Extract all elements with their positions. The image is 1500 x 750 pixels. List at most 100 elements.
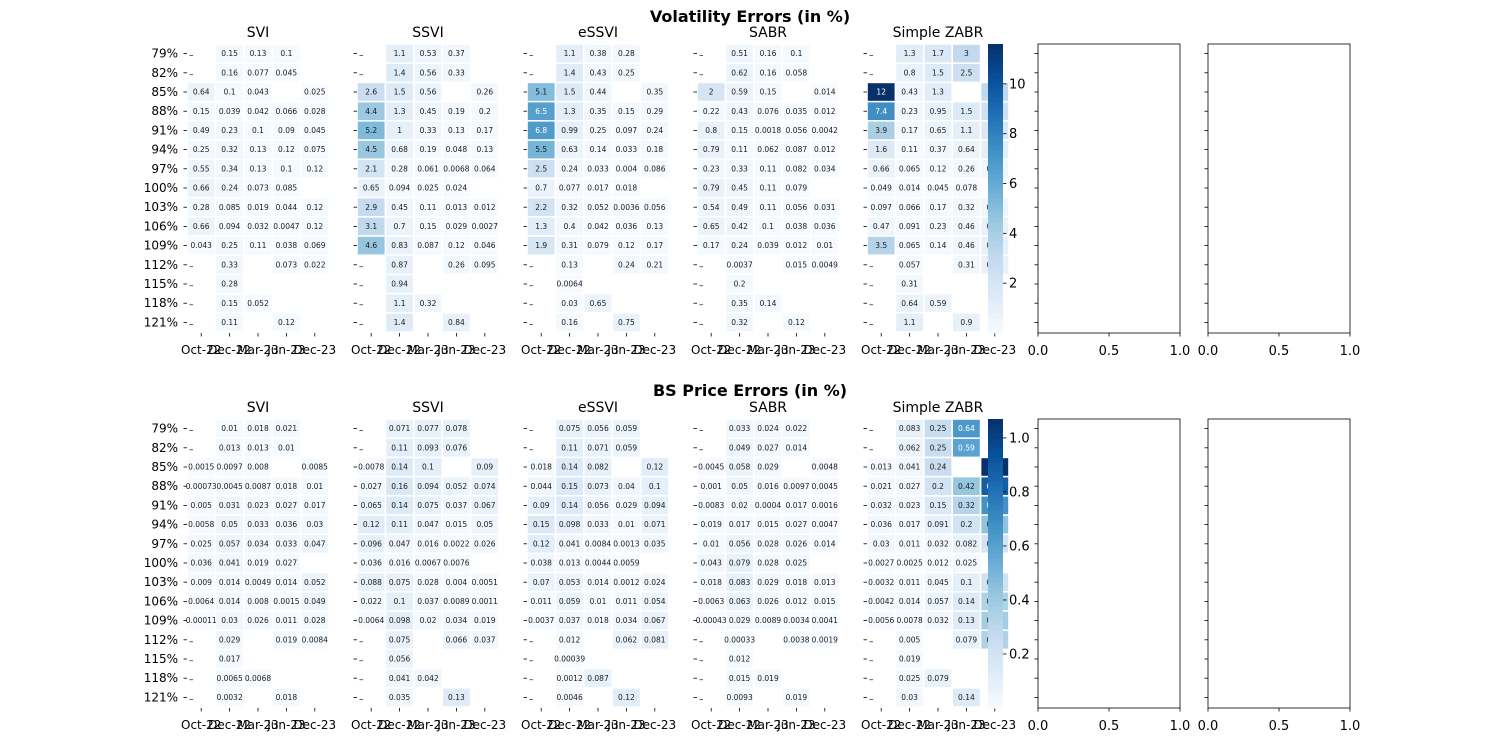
chart-2-panel-1-cell-label: 0.01 [221, 424, 238, 433]
chart-1-colorbar-band [988, 255, 1003, 262]
chart-2-panel-3-cell-label: 0.082 [587, 463, 609, 472]
chart-1-panel-4-cell [726, 121, 753, 140]
chart-2-panel-2-x-tick-label: Dec-23 [463, 718, 506, 732]
chart-1-panel-3-cell [613, 121, 640, 140]
chart-1-panel-4-cell [783, 256, 810, 274]
chart-1-panel-1-cell [244, 140, 272, 159]
chart-1-panel-5-cell [953, 256, 980, 274]
chart-1-panel-3-cell [641, 140, 669, 159]
chart-1-panel-4-cell-label: 0.0042 [812, 126, 838, 135]
chart-2-panel-5-cell-label: 0.32 [958, 501, 975, 510]
chart-1-panel-1-cell [216, 275, 243, 293]
chart-1-panel-4-cell-label: 0.11 [760, 203, 777, 212]
chart-1-panel-3-cell-label: 0.12 [618, 241, 635, 250]
chart-2-panel-5-cell [867, 535, 895, 553]
chart-1-panel-2-cell [414, 44, 442, 63]
chart-1-panel-1-cell [244, 236, 272, 255]
chart-2-panel-1-cell [216, 669, 243, 687]
chart-1-empty-axes-1-x-tick-label: 0.0 [1028, 344, 1049, 359]
chart-1-panel-3-cell [584, 217, 612, 236]
chart-2-panel-4-cell [754, 611, 782, 630]
chart-1-panel-2-cell [357, 236, 385, 255]
chart-2-panel-1-cell-label: 0.01 [306, 482, 323, 491]
chart-2-panel-4-cell [783, 477, 810, 495]
chart-1-panel-4-cell [726, 179, 753, 197]
chart-2-panel-2-cell-label: 0.027 [360, 482, 382, 491]
chart-1-panel-2-cell-label: 0.094 [389, 184, 411, 193]
chart-2-title: BS Price Errors (in %) [653, 381, 847, 400]
chart-1-colorbar-band [988, 294, 1003, 300]
chart-2-panel-5-cell [867, 458, 895, 476]
chart-2-panel-4-cell-label: 0.029 [757, 578, 779, 587]
chart-1-panel-4-cell-label: 2 [709, 88, 714, 97]
chart-1-panel-4-x-tick-label: Jun-23 [776, 343, 815, 357]
chart-2-panel-1-cell [301, 515, 329, 534]
chart-2-panel-2-cell [443, 611, 470, 630]
chart-1-panel-5-cell [896, 83, 923, 101]
chart-2-panel-4-cell-label: 0.0019 [812, 635, 838, 644]
chart-1-panel-3-cell-label: 0.017 [587, 184, 609, 193]
chart-2-panel-1-cell [244, 515, 272, 534]
chart-1-panel-5-cell-label: 0.47 [873, 222, 890, 231]
chart-2-colorbar-label: 0.4 [1009, 593, 1030, 608]
chart-2-panel-4-cell-label: 0.016 [757, 482, 779, 491]
chart-1-panel-5-x-tick-label: Dec-23 [973, 343, 1016, 357]
chart-2-panel-4-cell-label: 0.015 [814, 597, 836, 606]
chart-1-panel-5-cell [896, 102, 923, 120]
chart-1-panel-4-cell-label: 0.0018 [755, 126, 781, 135]
chart-2-panel-1-cell-label: 0.052 [304, 578, 326, 587]
chart-1-panel-1-cell [273, 121, 300, 140]
chart-1-panel-1-cell-label: 0.13 [250, 145, 267, 154]
chart-2-panel-2-cell-label: 0.14 [391, 463, 408, 472]
chart-1-panel-5-missing-mark: – [869, 300, 874, 310]
chart-1-panel-4-cell-label: 0.038 [786, 222, 808, 231]
chart-2-panel-3-cell [613, 611, 640, 630]
chart-1-empty-axes-1 [1037, 43, 1181, 334]
chart-1-panel-3-missing-mark: – [529, 51, 534, 61]
chart-1-panel-4-cell-label: 0.22 [703, 107, 720, 116]
chart-1-panel-4-cell [726, 64, 753, 82]
chart-2-panel-1-cell-label: 0.0049 [245, 578, 271, 587]
chart-2-panel-3-cell-label: 0.0013 [613, 539, 639, 548]
chart-2-panel-2-cell-label: 0.037 [474, 635, 496, 644]
chart-2-panel-2-cell-label: 0.11 [391, 520, 408, 529]
chart-1-panel-2-cell-label: 1.1 [394, 299, 406, 308]
chart-1-panel-3-cell [613, 102, 640, 120]
chart-1-panel-1-cell-label: 0.085 [219, 203, 241, 212]
chart-1-panel-5-cell-label: 7.4 [875, 107, 887, 116]
chart-2-panel-4-cell [754, 496, 782, 515]
chart-2-panel-5-cell [867, 554, 895, 572]
chart-1-panel-2-cell-label: 0.32 [420, 299, 437, 308]
chart-2-panel-3-cell-label: 0.0059 [613, 559, 639, 568]
chart-1-panel-5-cell [867, 179, 895, 197]
chart-2-panel-2-cell-label: 0.028 [417, 578, 439, 587]
chart-2-panel-2-cell-label: 0.034 [446, 616, 468, 625]
chart-1-panel-5-cell-label: 0.17 [901, 126, 918, 135]
chart-1-panel-3-cell-label: 0.32 [561, 203, 578, 212]
chart-2-panel-2-cell [357, 515, 385, 534]
chart-2-panel-3-cell [641, 496, 669, 515]
chart-2-panel-5-x-tick-label: Dec-23 [973, 718, 1016, 732]
chart-2-panel-3-missing-mark: – [529, 656, 534, 666]
chart-1-panel-4-cell-label: 0.11 [760, 164, 777, 173]
chart-1-colorbar-band [988, 87, 1003, 93]
chart-1-panel-5-cell-label: 0.66 [873, 164, 890, 173]
chart-1-panel-1-missing-mark: – [189, 300, 194, 310]
chart-1-panel-3-cell [641, 102, 669, 120]
chart-1-panel-2-cell [386, 179, 413, 197]
chart-2-panel-4-cell-label: 0.012 [786, 597, 808, 606]
chart-2-panel-3-cell [584, 477, 612, 495]
chart-1-panel-4-cell [754, 217, 782, 236]
chart-1-panel-2-cell-label: 0.2 [479, 107, 491, 116]
chart-2-panel-1-cell [273, 592, 300, 611]
chart-2-panel-3-cell [556, 515, 583, 534]
chart-1-panel-5-cell [924, 140, 952, 159]
chart-2-panel-4-cell-label: 0.014 [786, 443, 808, 452]
chart-2-panel-4-cell [726, 592, 753, 611]
chart-1-panel-5-cell-label: 1.5 [960, 107, 972, 116]
chart-1-panel-3-missing-mark: – [529, 262, 534, 272]
chart-1-panel-4-cell [783, 236, 810, 255]
chart-1-panel-1-cell-label: 0.0047 [273, 222, 299, 231]
chart-1-panel-5-cell-label: 0.066 [899, 203, 921, 212]
chart-1-panel-4-cell-label: 0.23 [703, 164, 720, 173]
